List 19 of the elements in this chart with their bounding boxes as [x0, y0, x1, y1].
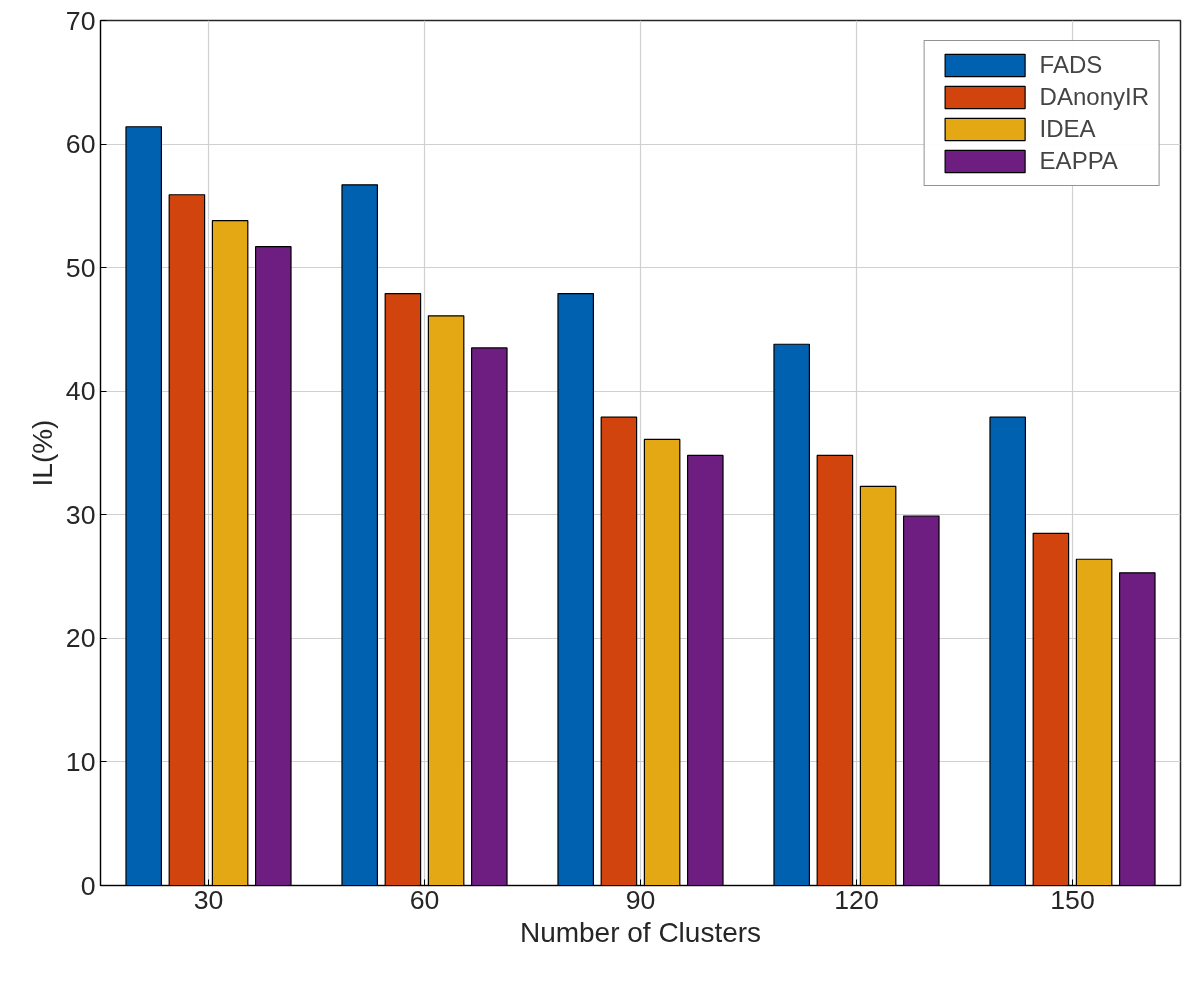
y-tick-label: 0 — [80, 870, 96, 901]
x-tick-label: 30 — [193, 884, 224, 915]
y-axis-title: IL(%) — [26, 419, 58, 487]
x-tick-label: 120 — [834, 884, 879, 915]
legend-label: IDEA — [1039, 115, 1096, 143]
y-tick-label: 20 — [65, 623, 96, 654]
y-tick-label: 30 — [65, 499, 96, 530]
y-tick-label: 10 — [65, 746, 96, 777]
x-axis-title: Number of Clusters — [519, 916, 762, 948]
x-tick-label: 90 — [625, 884, 656, 915]
legend-label: DAnonyIR — [1039, 83, 1149, 111]
y-tick-label: 70 — [65, 5, 96, 36]
x-tick-label: 150 — [1050, 884, 1095, 915]
x-tick-label: 60 — [409, 884, 440, 915]
y-tick-label: 60 — [65, 129, 96, 160]
y-tick-label: 40 — [65, 376, 96, 407]
legend-label: EAPPA — [1039, 147, 1118, 175]
y-tick-label: 50 — [65, 252, 96, 283]
legend-label: FADS — [1039, 51, 1103, 79]
